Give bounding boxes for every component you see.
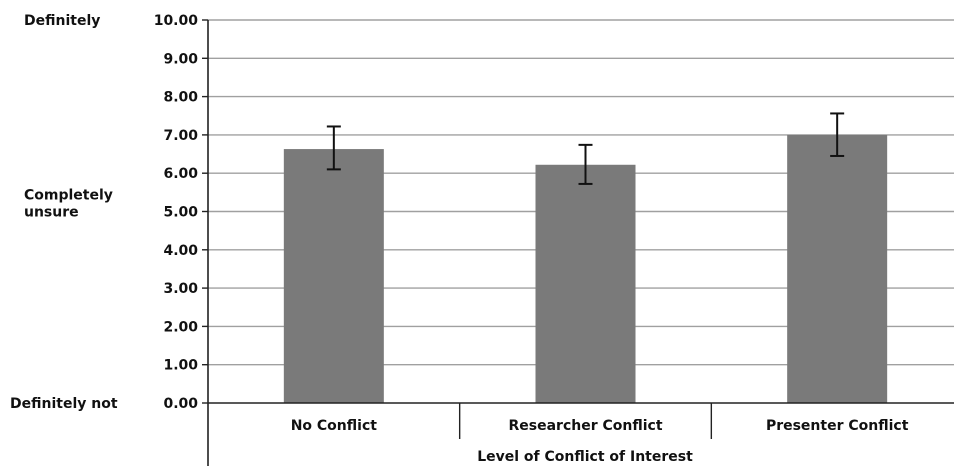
error-bars [326,112,845,185]
y-tick-label: 7.00 [163,128,198,144]
y-anchor-label-line: Completely [24,188,113,204]
x-category-labels: No Conflict Researcher Conflict Presenter … [291,418,909,434]
y-anchor-label: Completely unsure [24,188,113,221]
axes [202,19,954,466]
bar [283,149,384,403]
y-tick-label: 6.00 [163,166,198,182]
y-anchor-label: Definitely not [10,396,118,412]
y-anchor-label-line: Definitely [24,13,100,29]
x-axis-title: Level of Conflict of Interest [477,449,693,465]
y-tick-label: 0.00 [163,396,198,412]
x-category-label: Presenter Conflict [766,418,909,434]
y-anchor-label-line: unsure [24,205,79,221]
x-category-label: Researcher Conflict [508,418,662,434]
y-tick-label: 1.00 [163,358,198,374]
y-tick-label: 2.00 [163,319,198,335]
y-anchor-labels: Definitely Completely unsure Definitely not [10,13,118,412]
bar [787,134,888,403]
y-anchor-label-line: Definitely not [10,396,118,412]
x-category-label: No Conflict [291,418,378,434]
y-tick-label: 5.00 [163,205,198,221]
y-tick-label: 4.00 [163,243,198,259]
y-tick-label: 9.00 [163,51,198,67]
y-anchor-label: Definitely [24,13,100,29]
y-tick-label: 8.00 [163,90,198,106]
y-tick-label: 3.00 [163,281,198,297]
bar [535,164,636,403]
bars [283,134,888,403]
y-tick-label: 10.00 [154,13,199,29]
y-tick-labels: 0.00 1.00 2.00 3.00 4.00 5.00 6.00 7.00 8.00 9.00… [154,13,199,412]
